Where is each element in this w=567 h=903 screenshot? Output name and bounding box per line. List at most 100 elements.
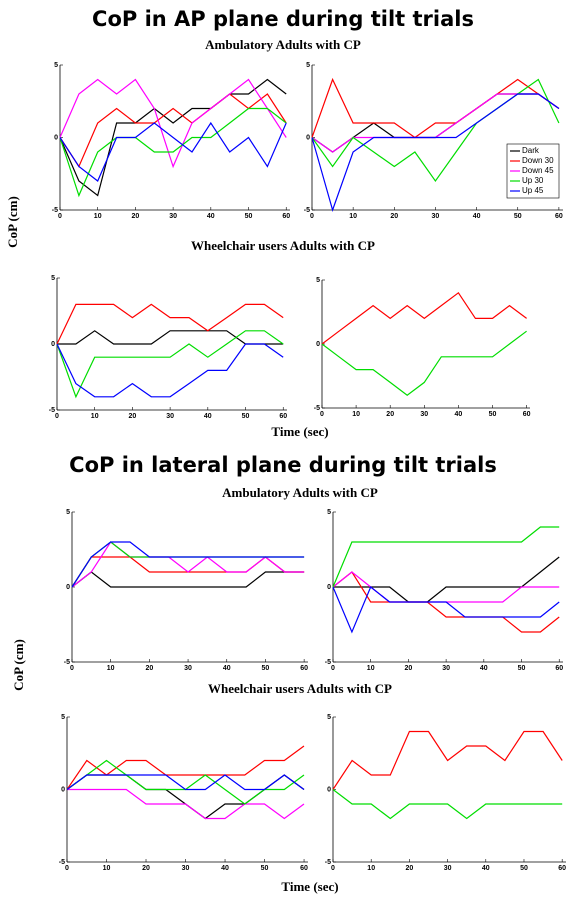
legend-label: Dark — [522, 146, 540, 155]
x-tick-label: 0 — [55, 413, 59, 420]
series-line — [332, 571, 560, 633]
series-line — [56, 330, 284, 399]
series-line — [332, 730, 563, 790]
x-tick-label: 0 — [331, 665, 335, 672]
series-line — [321, 330, 527, 396]
x-tick-label: 20 — [405, 665, 413, 672]
x-tick-label: 20 — [132, 213, 140, 220]
x-tick-label: 0 — [310, 213, 314, 220]
group-title: Ambulatory Adults with CP — [205, 37, 361, 52]
y-tick-label: -5 — [325, 859, 331, 866]
x-tick-label: 40 — [473, 213, 481, 220]
y-tick-label: -5 — [64, 659, 70, 666]
x-tick-label: 0 — [331, 865, 335, 872]
series-line — [66, 745, 305, 790]
section-title: CoP in lateral plane during tilt trials — [69, 453, 497, 477]
group-title: Wheelchair users Adults with CP — [208, 681, 392, 696]
y-tick-label: 5 — [54, 62, 58, 69]
series-line — [56, 303, 284, 345]
series-line — [66, 759, 305, 805]
x-tick-label: 40 — [480, 665, 488, 672]
x-tick-label: 40 — [482, 865, 490, 872]
x-tick-label: 0 — [65, 865, 69, 872]
x-tick-label: 50 — [520, 865, 528, 872]
y-tick-label: 5 — [306, 62, 310, 69]
x-axis-label: Time (sec) — [271, 424, 328, 439]
y-tick-label: -5 — [314, 405, 320, 412]
x-tick-label: 0 — [70, 665, 74, 672]
series-line — [321, 291, 527, 345]
x-tick-label: 10 — [349, 213, 357, 220]
series-line — [59, 78, 287, 197]
series-line — [311, 93, 560, 212]
x-tick-label: 30 — [420, 411, 428, 418]
x-tick-label: 30 — [182, 865, 190, 872]
x-tick-label: 40 — [454, 411, 462, 418]
series-line — [59, 121, 287, 182]
x-tick-label: 10 — [103, 865, 111, 872]
series-line — [59, 107, 287, 198]
x-tick-label: 50 — [261, 865, 269, 872]
x-tick-label: 50 — [489, 411, 497, 418]
x-tick-label: 60 — [523, 411, 531, 418]
x-tick-label: 30 — [184, 665, 192, 672]
x-tick-label: 40 — [207, 213, 215, 220]
x-tick-label: 10 — [94, 213, 102, 220]
x-tick-label: 0 — [58, 213, 62, 220]
x-tick-label: 10 — [107, 665, 115, 672]
x-tick-label: 40 — [204, 413, 212, 420]
x-axis-label: Time (sec) — [281, 879, 338, 894]
series-line — [67, 788, 305, 820]
x-tick-label: 20 — [390, 213, 398, 220]
x-tick-label: 10 — [367, 665, 375, 672]
x-tick-label: 50 — [514, 213, 522, 220]
y-tick-label: 5 — [327, 509, 331, 516]
x-tick-label: 40 — [223, 665, 231, 672]
y-tick-label: 0 — [61, 786, 65, 793]
y-tick-label: 5 — [66, 509, 70, 516]
y-tick-label: -5 — [325, 659, 331, 666]
series-line — [332, 789, 563, 820]
section-title: CoP in AP plane during tilt trials — [92, 7, 474, 31]
x-tick-label: 0 — [320, 411, 324, 418]
x-tick-label: 20 — [142, 865, 150, 872]
x-tick-label: 30 — [444, 865, 452, 872]
x-tick-label: 30 — [432, 213, 440, 220]
x-tick-label: 30 — [166, 413, 174, 420]
x-tick-label: 60 — [558, 865, 566, 872]
x-tick-label: 20 — [405, 865, 413, 872]
series-line — [71, 571, 305, 588]
y-tick-label: 0 — [51, 341, 55, 348]
series-line — [66, 774, 305, 791]
y-tick-label: 5 — [327, 714, 331, 721]
y-tick-label: -5 — [304, 207, 310, 214]
y-axis-label: CoP (cm) — [5, 196, 20, 248]
y-tick-label: -5 — [49, 407, 55, 414]
series-line — [71, 541, 305, 588]
y-tick-label: 0 — [66, 584, 70, 591]
x-tick-label: 10 — [367, 865, 375, 872]
legend-label: Down 45 — [522, 166, 554, 175]
x-tick-label: 30 — [442, 665, 450, 672]
y-tick-label: 0 — [54, 134, 58, 141]
y-tick-label: 0 — [327, 786, 331, 793]
series-line — [332, 526, 560, 588]
series-line — [71, 541, 305, 588]
y-tick-label: 0 — [306, 134, 310, 141]
x-tick-label: 60 — [279, 413, 287, 420]
x-tick-label: 20 — [386, 411, 394, 418]
y-tick-label: -5 — [52, 207, 58, 214]
x-tick-label: 60 — [555, 213, 563, 220]
y-tick-label: -5 — [59, 859, 65, 866]
group-title: Ambulatory Adults with CP — [222, 485, 378, 500]
legend-label: Up 45 — [522, 186, 544, 195]
y-tick-label: 5 — [51, 275, 55, 282]
x-tick-label: 10 — [352, 411, 360, 418]
y-tick-label: 0 — [316, 341, 320, 348]
x-tick-label: 30 — [169, 213, 177, 220]
legend-label: Up 30 — [522, 176, 544, 185]
series-line — [332, 586, 560, 634]
x-tick-label: 10 — [91, 413, 99, 420]
x-tick-label: 50 — [518, 665, 526, 672]
